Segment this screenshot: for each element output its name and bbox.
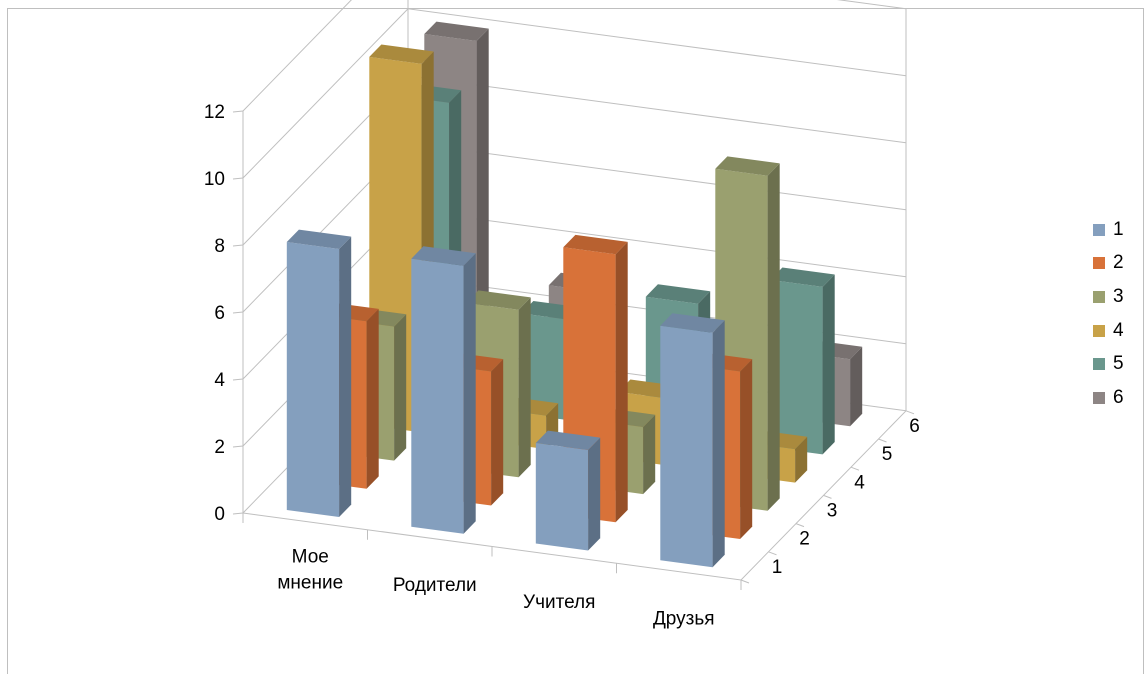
bar-series-1 [286, 229, 352, 517]
depth-tick-mark [768, 551, 777, 556]
y-tick-label: 2 [214, 437, 225, 458]
bar-series-1 [535, 430, 601, 551]
legend-swatch [1093, 391, 1105, 404]
bar-series-1 [411, 246, 476, 534]
bar-side [795, 436, 808, 483]
legend-label: 3 [1113, 285, 1124, 307]
bar-top [563, 234, 628, 255]
y-tick-mark [232, 378, 244, 381]
gridline [242, 75, 907, 246]
legend-label: 6 [1113, 386, 1124, 408]
legend-item: 1 [1093, 213, 1143, 247]
depth-tick-label: 5 [882, 444, 893, 465]
bar-front [411, 258, 464, 534]
legend-label: 4 [1113, 319, 1124, 341]
bar-front [770, 279, 823, 455]
bar-top [411, 246, 476, 266]
bar-top [466, 290, 531, 310]
chart-legend: 1 2 3 4 5 6 [1093, 213, 1143, 415]
bar-front [535, 443, 589, 551]
category-label: Мое мнение [277, 546, 343, 593]
bar-series-1 [660, 313, 725, 568]
category-label: Учителя [523, 592, 595, 613]
y-tick-mark [232, 110, 244, 113]
y-tick-label: 12 [204, 102, 225, 123]
y-tick-mark [232, 244, 244, 247]
y-tick-mark [232, 177, 244, 180]
bar-front [660, 325, 713, 568]
bar-side [740, 359, 753, 539]
depth-tick-mark [740, 579, 750, 584]
legend-swatch [1093, 257, 1105, 270]
bar-side [518, 297, 531, 478]
legend-label: 2 [1113, 252, 1124, 274]
y-tick-mark [232, 445, 244, 448]
legend-swatch [1093, 223, 1105, 236]
depth-tick-label: 6 [909, 416, 920, 437]
bar-top [424, 21, 489, 41]
y-tick-label: 6 [214, 303, 225, 324]
legend-item: 5 [1093, 347, 1143, 381]
bar-side [712, 320, 725, 568]
legend-item: 6 [1093, 381, 1143, 415]
y-tick-label: 8 [214, 236, 225, 257]
depth-tick-label: 2 [799, 529, 810, 550]
bar-front [286, 242, 340, 517]
bar-side [767, 163, 780, 511]
bar-top [535, 430, 601, 450]
depth-tick-mark [905, 410, 915, 415]
bar-top [770, 267, 835, 287]
bar-side [491, 359, 504, 506]
legend-label: 5 [1113, 353, 1124, 375]
depth-tick-label: 4 [854, 472, 865, 493]
depth-tick-label: 1 [772, 557, 783, 578]
bar-top [660, 313, 725, 333]
y-tick-mark [232, 311, 244, 314]
legend-item: 4 [1093, 314, 1143, 348]
bar-front [521, 313, 574, 421]
y-tick-mark [232, 512, 244, 515]
depth-tick-mark [795, 523, 805, 528]
bar-side [588, 437, 601, 551]
depth-tick-label: 3 [827, 501, 838, 522]
gridline [242, 0, 907, 112]
category-label: Друзья [653, 609, 715, 630]
depth-tick-mark [878, 438, 887, 443]
legend-item: 2 [1093, 247, 1143, 281]
bar-side [615, 241, 628, 523]
legend-item: 3 [1093, 280, 1143, 314]
bar-series-5 [770, 267, 835, 455]
chart-area [7, 8, 1144, 674]
depth-tick-mark [823, 494, 832, 499]
chart-bars [286, 21, 863, 568]
y-tick-label: 10 [204, 169, 225, 190]
bar-top [645, 284, 711, 304]
bar-top [369, 44, 434, 64]
bar-top [286, 229, 352, 249]
depth-tick-mark [850, 466, 860, 471]
bar-side [822, 274, 835, 455]
y-tick-label: 0 [214, 504, 225, 525]
gridline [242, 8, 907, 179]
bar-side [339, 236, 352, 517]
bar-side [394, 314, 407, 461]
bar-side [850, 346, 863, 427]
legend-label: 1 [1113, 218, 1124, 240]
legend-swatch [1093, 324, 1105, 337]
category-label: Родители [393, 575, 477, 596]
bar-side [476, 28, 489, 376]
bar-side [643, 414, 656, 495]
y-tick-label: 4 [214, 370, 225, 391]
bar-side [366, 308, 379, 489]
bar-top [715, 156, 780, 176]
bar-side [463, 253, 476, 534]
legend-swatch [1093, 290, 1105, 303]
legend-swatch [1093, 358, 1105, 371]
